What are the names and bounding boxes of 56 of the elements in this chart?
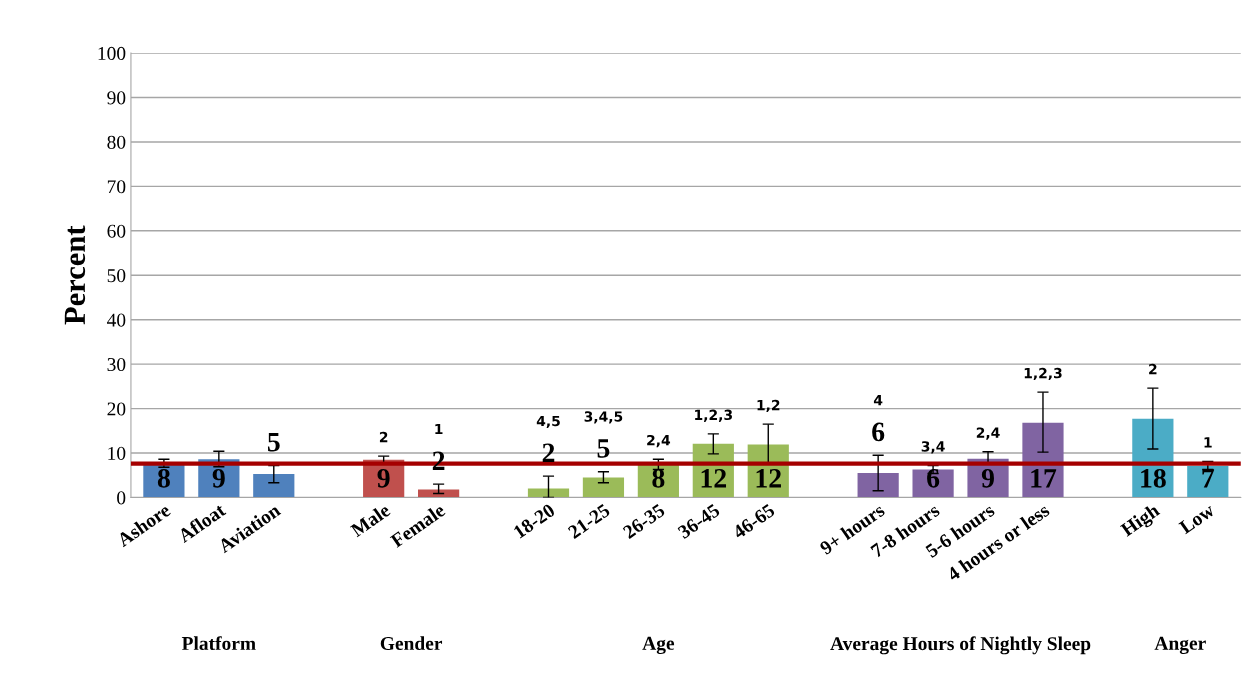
y-tick-label: 90 [107,91,126,105]
y-tick-label: 100 [98,46,126,60]
annotation: 3,4 [921,441,945,454]
x-tick-label: High [1119,502,1163,541]
annotation: 2 [379,431,388,443]
data-label: 8 [652,468,665,488]
bar [253,473,295,498]
y-tick-label: 0 [117,491,126,505]
data-label: 2 [432,451,445,470]
data-label: 5 [597,439,610,458]
data-label: 8 [157,468,170,488]
text: Anger [1154,636,1206,654]
annotation: 1,2 [757,399,780,413]
annotation: 2,4 [976,427,1000,440]
data-label: 9 [377,468,390,488]
annotation: 1,2,3 [695,409,732,422]
data-label: 17 [1031,469,1057,488]
annotation: 2,4 [647,434,671,448]
bar [582,477,625,498]
data-label: 2 [542,443,555,462]
y-tick-label: 70 [107,180,126,194]
annotation: 4 [873,395,883,406]
y-tick-label: 20 [107,402,126,416]
text: Platform [181,636,256,651]
annotation: 3,4,5 [584,411,623,424]
y-tick-label: 50 [107,269,126,283]
annotation: 1,2,3 [1024,367,1062,381]
bar [418,489,460,498]
annotation: 4,5 [536,415,560,428]
y-tick-label: 30 [107,357,126,372]
x-tick-label: 46-65 [731,503,776,540]
y-tick-label: 10 [108,446,126,460]
text: Gender [380,636,443,651]
x-tick-label: Low [1178,503,1216,535]
data-label: 5 [267,433,280,452]
data-label: 18 [1141,468,1166,488]
data-label: 9 [212,468,225,488]
annotation: 1 [1204,437,1212,448]
data-label: 12 [701,468,727,488]
data-label: 6 [927,468,940,488]
data-label: 12 [756,468,781,488]
annotation: 1 [435,423,443,435]
bar [1022,422,1064,498]
text: Age [642,636,675,654]
y-axis-title: Percent [64,225,86,325]
bar [527,488,570,498]
bar [912,469,954,498]
y-tick-label: 40 [107,313,126,327]
text: Average Hours of Nightly Sleep [830,636,1091,655]
y-tick-label: 80 [107,135,126,149]
data-label: 6 [872,422,885,442]
annotation: 2 [1149,363,1157,375]
bar [857,473,899,498]
data-label: 9 [981,468,994,488]
bar [1187,465,1229,498]
y-tick-label: 60 [107,224,126,238]
